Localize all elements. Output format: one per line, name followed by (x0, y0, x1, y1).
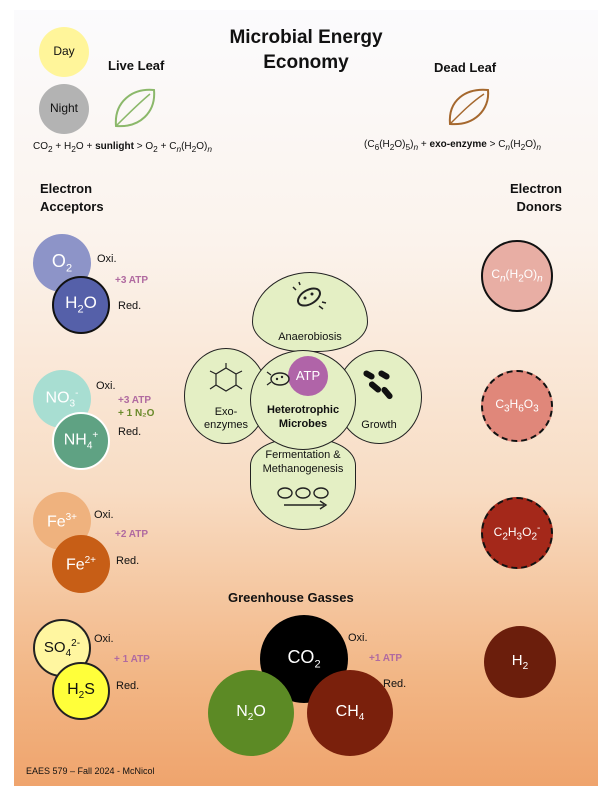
so4-atp-label: + 1 ATP (114, 654, 150, 665)
lobe-anaerobiosis: Anaerobiosis (252, 272, 368, 352)
live-leaf-label: Live Leaf (108, 58, 165, 73)
greenhouse-oxi-label: Oxi. (348, 632, 368, 644)
h2o-red-label: Red. (118, 300, 142, 312)
nh4-red-label: Red. (118, 426, 142, 438)
dead-leaf-icon (448, 88, 490, 126)
lobe-fermentation: Fermentation & Methanogenesis (250, 438, 356, 530)
fe2-circle: Fe2+ (52, 535, 110, 593)
dividing-cells-icon (363, 370, 393, 400)
donor-carbohydrate-circle: Cn(H2O)n (481, 240, 553, 312)
fe-atp-label: +2 ATP (115, 529, 149, 540)
n2o-circle: N2O (208, 670, 294, 756)
donor-lactate-circle: C3H6O3 (481, 370, 553, 442)
title-line-1: Microbial Energy (229, 27, 383, 48)
nh4-circle: NH4+ (52, 412, 110, 470)
day-circle: Day (39, 27, 89, 77)
n2o-gain-label: + 1 N₂O (118, 408, 155, 419)
electron-donors-heading: Electron Donors (509, 181, 562, 214)
h2o-circle: H2O (52, 276, 110, 334)
h2s-red-label: Red. (116, 680, 140, 692)
greenhouse-atp-label: +1 ATP (369, 653, 403, 664)
ch4-circle: CH4 (307, 670, 393, 756)
footer-credit: EAES 579 – Fall 2024 - McNicol (26, 766, 155, 776)
donor-h2-circle: H2 (484, 626, 556, 698)
night-circle: Night (39, 84, 89, 134)
electron-acceptors-heading: Electron Acceptors (40, 181, 104, 214)
fe2-red-label: Red. (116, 555, 140, 567)
greenhouse-gasses-heading: Greenhouse Gasses (228, 590, 354, 605)
methanogen-cells-icon (277, 487, 329, 510)
live-leaf-icon (114, 88, 156, 128)
poster: Microbial Energy Economy Day Night Live … (14, 10, 598, 786)
night-label: Night (49, 101, 78, 116)
greenhouse-red-label: Red. (383, 678, 407, 690)
donor-acetate-circle: C2H3O2- (481, 497, 553, 569)
so4-oxi-label: Oxi. (94, 633, 114, 645)
decomposition-equation: (C6(H2O)5)n + exo-enzyme > Cn(H2O)n (364, 139, 542, 152)
o2-atp-label: +3 ATP (115, 275, 149, 286)
microbe-icon (266, 371, 290, 386)
no3-atp-label: +3 ATP (118, 395, 152, 406)
day-label: Day (53, 44, 75, 59)
enzyme-molecule-icon (209, 363, 243, 392)
atp-badge: ATP (288, 356, 328, 396)
bacterium-icon (292, 281, 327, 310)
fe3-oxi-label: Oxi. (94, 509, 114, 521)
h2s-circle: H2S (52, 662, 110, 720)
dead-leaf-label: Dead Leaf (434, 60, 497, 75)
photosynthesis-equation: CO2 + H2O + sunlight > O2 + Cn(H2O)n (33, 141, 213, 154)
no3-oxi-label: Oxi. (96, 380, 116, 392)
o2-oxi-label: Oxi. (97, 253, 117, 265)
title-line-2: Economy (263, 52, 349, 73)
